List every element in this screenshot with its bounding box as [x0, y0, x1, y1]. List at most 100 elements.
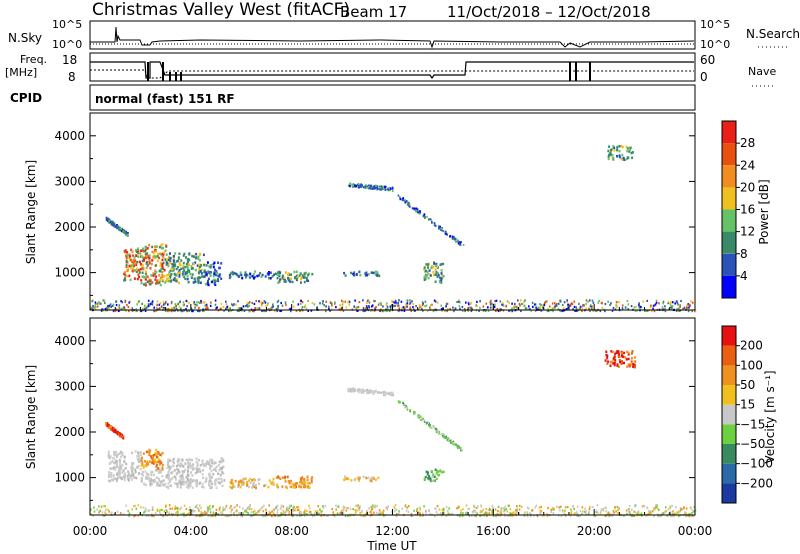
- trail-cell: [456, 447, 459, 450]
- ground-scatter-cell: [103, 505, 105, 508]
- trail-cell: [375, 184, 377, 187]
- echo-cell: [189, 272, 192, 276]
- echo-cell: [252, 277, 255, 280]
- ground-scatter-cell: [128, 512, 131, 515]
- ground-scatter-cell: [204, 308, 207, 311]
- ground-scatter-cell: [292, 507, 295, 510]
- echo-cell: [370, 271, 373, 274]
- ground-scatter-cell: [667, 512, 670, 515]
- trail-cell: [111, 428, 113, 431]
- ground-scatter-cell: [163, 302, 166, 306]
- echo-cell: [629, 148, 632, 151]
- ground-scatter-cell: [615, 301, 618, 304]
- echo-cell: [146, 475, 149, 479]
- echo-cell: [269, 277, 272, 280]
- echo-cell: [155, 461, 158, 464]
- ground-scatter-cell: [92, 304, 94, 308]
- echo-cell: [141, 263, 144, 267]
- ground-scatter-cell: [519, 504, 521, 507]
- ground-scatter-cell: [526, 515, 529, 518]
- ground-scatter-cell: [239, 512, 241, 515]
- ground-scatter-cell: [366, 301, 368, 305]
- echo-cell: [201, 482, 204, 486]
- echo-cell: [164, 281, 167, 284]
- echo-cell: [135, 270, 138, 273]
- ground-scatter-cell: [230, 303, 233, 306]
- ground-scatter-cell: [112, 303, 115, 306]
- ground-scatter-cell: [495, 309, 497, 312]
- echo-cell: [142, 466, 145, 469]
- ground-scatter-cell: [527, 507, 530, 510]
- ground-scatter-cell: [277, 515, 279, 518]
- ground-scatter-cell: [187, 513, 189, 516]
- echo-cell: [138, 271, 141, 274]
- echo-cell: [130, 468, 133, 471]
- time-x-axis: 00:00 04:00 08:00 12:00 16:00 20:00 00:00: [73, 304, 712, 538]
- echo-cell: [154, 255, 157, 259]
- echo-cell: [164, 482, 167, 486]
- echo-cell: [116, 473, 118, 476]
- echo-cell: [146, 252, 149, 255]
- echo-cell: [130, 474, 133, 477]
- echo-cell: [136, 277, 139, 281]
- trail-cell: [368, 390, 370, 393]
- echo-cell: [180, 474, 183, 478]
- trail-cell: [126, 234, 128, 237]
- echo-cell: [135, 254, 138, 257]
- echo-cell: [246, 274, 249, 277]
- noise-panel: N.Sky 10^5 10^0 10^5 10^0 N.Search: [8, 18, 800, 51]
- echo-cell: [139, 451, 142, 454]
- echo-cell: [157, 281, 159, 285]
- ground-scatter-cell: [212, 505, 214, 508]
- ground-scatter-cell: [679, 509, 682, 512]
- ground-scatter-cell: [669, 302, 672, 305]
- echo-cell: [142, 256, 144, 259]
- x-tick-label: 08:00: [274, 524, 309, 538]
- ground-scatter-cell: [264, 310, 267, 313]
- ground-scatter-cell: [394, 299, 397, 302]
- echo-cell: [304, 480, 307, 484]
- ground-scatter-cell: [583, 304, 585, 307]
- ground-scatter-cell: [638, 302, 640, 305]
- echo-cell: [287, 480, 290, 483]
- trail-cell: [353, 390, 356, 393]
- ground-scatter-cell: [366, 509, 368, 513]
- echo-cell: [130, 248, 133, 252]
- ground-scatter-cell: [431, 303, 433, 306]
- ground-scatter-cell: [516, 505, 518, 508]
- echo-cell: [191, 267, 194, 270]
- ground-scatter-cell: [451, 512, 454, 516]
- echo-cell: [432, 265, 435, 269]
- echo-cell: [214, 268, 217, 272]
- echo-cell: [136, 457, 139, 461]
- echo-cell: [137, 268, 140, 272]
- ground-scatter-cell: [667, 300, 670, 303]
- trail-cell: [123, 230, 126, 233]
- ground-scatter-cell: [479, 514, 482, 517]
- echo-cell: [295, 274, 298, 277]
- colorbar-swatch: [722, 326, 736, 346]
- trail-cell: [404, 200, 406, 203]
- noise-right-label: N.Search: [746, 27, 800, 41]
- echo-cell: [252, 273, 255, 276]
- ground-scatter-cell: [689, 304, 691, 307]
- echo-cell: [304, 484, 307, 487]
- trail-cell: [349, 389, 352, 392]
- ground-scatter-cell: [136, 309, 138, 312]
- echo-cell: [613, 355, 616, 358]
- echo-cell: [241, 483, 244, 486]
- ground-scatter-cell: [171, 507, 173, 510]
- echo-cell: [154, 479, 157, 483]
- ground-scatter-cell: [359, 512, 361, 515]
- ground-scatter-cell: [478, 309, 480, 312]
- echo-cell: [162, 267, 165, 270]
- echo-cell: [241, 478, 244, 481]
- ground-scatter-cell: [605, 506, 607, 509]
- echo-cell: [620, 360, 623, 363]
- ground-scatter-cell: [500, 512, 503, 515]
- echo-cell: [142, 250, 145, 253]
- ground-scatter-cell: [492, 514, 495, 518]
- ground-scatter-cell: [395, 508, 398, 511]
- ground-scatter-cell: [591, 305, 593, 308]
- colorbar-tick-label: 4: [740, 269, 748, 283]
